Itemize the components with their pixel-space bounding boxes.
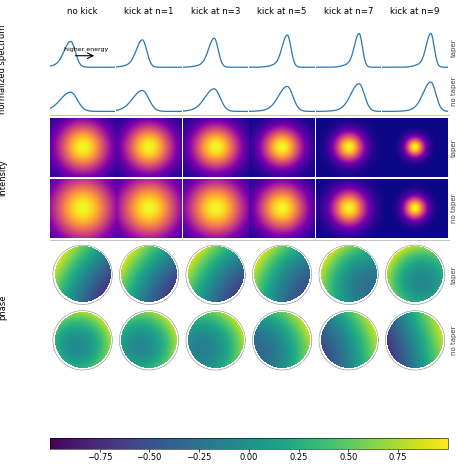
Text: kick at n=3: kick at n=3	[191, 7, 240, 16]
Text: taper: taper	[451, 266, 457, 284]
Text: higher energy: higher energy	[64, 48, 109, 52]
Text: normalized spectrum: normalized spectrum	[0, 25, 7, 114]
Text: no taper: no taper	[451, 77, 457, 106]
Text: kick at n=5: kick at n=5	[257, 7, 307, 16]
Text: kick at n=1: kick at n=1	[124, 7, 174, 16]
Text: taper: taper	[451, 38, 457, 57]
Text: taper: taper	[451, 138, 457, 157]
Text: no taper: no taper	[451, 325, 457, 355]
Text: kick at n=7: kick at n=7	[324, 7, 374, 16]
Text: kick at n=9: kick at n=9	[391, 7, 440, 16]
Text: no kick: no kick	[67, 7, 98, 16]
Text: no taper: no taper	[451, 193, 457, 223]
Text: intensity: intensity	[0, 160, 7, 196]
Text: phase: phase	[0, 295, 7, 320]
